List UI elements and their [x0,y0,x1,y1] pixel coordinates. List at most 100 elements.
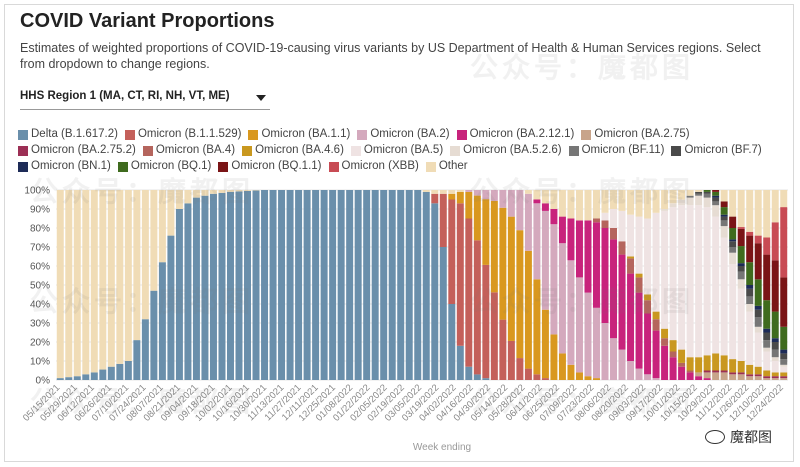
bar-segment [439,190,447,194]
bar-segment [703,372,711,379]
bar-segment [354,190,362,380]
bar-segment [567,364,575,380]
bar-segment [346,190,354,380]
bar-segment [192,190,200,198]
bar-stack [184,190,192,380]
bar-segment [192,197,200,380]
bar-segment [627,256,635,259]
bar-segment [780,207,788,278]
bar-segment [729,239,737,242]
legend-label: Omicron (B.1.1.529) [137,128,242,140]
legend-label: Omicron (BF.11) [581,144,665,156]
wechat-icon [705,430,725,444]
bar-segment [610,228,617,240]
bar-stack [431,190,439,380]
bar-stack [303,190,311,380]
bar-stack [575,190,583,380]
bar-segment [65,377,73,380]
legend-swatch [142,145,153,156]
legend-swatch [124,129,135,140]
legend-swatch [117,161,128,172]
bar-segment [746,285,754,289]
legend-swatch [18,145,28,156]
bar-segment [465,191,473,219]
bar-segment [737,361,745,373]
bar-segment [652,330,660,379]
bar-segment [601,190,609,213]
bar-segment [746,262,754,285]
bar-stack [516,190,524,380]
bar-segment [695,372,703,377]
bar-segment [150,190,158,291]
bar-segment [507,190,515,217]
bar-stack [363,190,371,380]
bar-segment [712,370,720,373]
bar-segment [312,190,320,380]
bar-segment [652,212,660,312]
bar-stack [82,190,90,380]
bar-segment [218,190,226,193]
bar-segment [712,195,720,198]
bar-segment [703,207,711,356]
bar-segment [550,190,558,209]
bar-segment [456,345,464,380]
bar-segment [661,209,669,211]
bar-stack [473,190,481,380]
legend-label: Omicron (BA.4) [155,144,236,156]
bar-segment [363,190,371,380]
bar-segment [286,190,294,380]
bar-segment [405,190,413,380]
legend-item: Omicron (BA.2) [357,127,450,142]
bar-segment [763,340,771,348]
bar-segment [337,190,345,380]
bar-segment [465,366,473,380]
bar-segment [712,201,720,206]
bar-segment [329,190,337,380]
bar-stack [286,190,294,380]
bar-segment [780,349,788,354]
bar-segment [499,319,507,380]
bar-stack [661,190,669,380]
bar-stack [227,190,234,380]
bar-segment [499,207,507,320]
bar-segment [737,288,745,361]
region-dropdown[interactable]: HHS Region 1 (MA, CT, RI, NH, VT, ME) [20,87,270,110]
legend-swatch [425,161,436,172]
bar-segment [610,239,617,339]
bar-segment [652,190,660,213]
legend-label: Omicron (BA.5) [363,144,444,156]
bar-stack [397,190,405,380]
bar-segment [712,372,720,380]
bar-segment [482,264,490,379]
bar-segment [678,205,686,350]
bar-segment [771,357,779,361]
bar-segment [780,372,788,377]
bar-segment [661,345,669,380]
bar-stack [235,190,243,380]
bar-segment [116,363,124,380]
bar-segment [703,190,711,192]
bar-segment [593,222,600,308]
bar-segment [746,304,754,312]
bar-segment [448,193,456,200]
x-axis: 05/15/202105/29/202106/12/202106/26/2021… [21,382,786,423]
bar-segment [524,250,532,369]
bar-stack [627,190,635,380]
legend-item: Omicron (BQ.1.1) [218,159,322,174]
bar-segment [431,190,439,194]
bar-segment [669,357,677,380]
bar-stack [729,190,737,380]
bar-segment [771,349,779,358]
bar-segment [516,358,524,380]
bar-segment [73,190,81,377]
bar-segment [124,190,132,361]
bar-stack [422,190,430,380]
bar-stack [490,190,498,380]
x-axis-title: Week ending [413,442,471,453]
bar-segment [686,357,694,371]
bar-stack [644,190,652,380]
bar-segment [65,190,73,378]
bar-segment [618,254,626,350]
bar-segment [771,378,779,380]
bar-segment [252,190,260,380]
